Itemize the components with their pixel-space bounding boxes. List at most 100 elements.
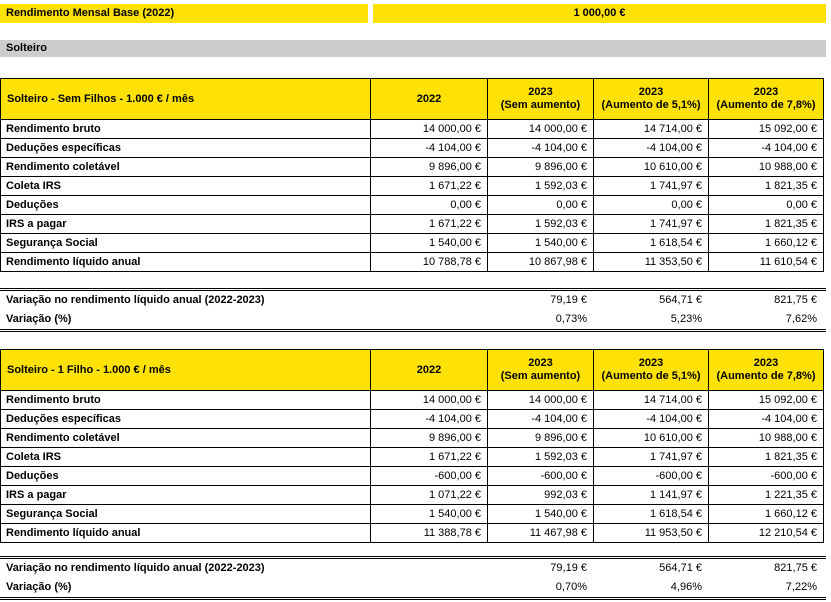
table-row: Rendimento líquido anual 11 388,78 € 11 … bbox=[0, 523, 824, 543]
cell-value: 10 610,00 € bbox=[593, 428, 709, 448]
cell-value: 9 896,00 € bbox=[487, 428, 594, 448]
cell-value: 10 788,78 € bbox=[370, 252, 488, 272]
cell-value: 14 000,00 € bbox=[370, 119, 488, 139]
cell-value: 0,00 € bbox=[370, 195, 488, 215]
cell-value: -4 104,00 € bbox=[370, 138, 488, 158]
base-income-label: Rendimento Mensal Base (2022) bbox=[0, 4, 368, 23]
variation-label: Variação no rendimento líquido anual (20… bbox=[6, 294, 265, 306]
variation-value: 821,75 € bbox=[774, 294, 817, 306]
variation-value: 7,62% bbox=[785, 313, 817, 325]
base-income-value: 1 000,00 € bbox=[373, 4, 826, 23]
cell-value: 992,03 € bbox=[487, 485, 594, 505]
row-label: IRS a pagar bbox=[0, 485, 371, 505]
cell-value: -4 104,00 € bbox=[593, 138, 709, 158]
variation-value: 0,70% bbox=[555, 581, 587, 593]
cell-value: 1 660,12 € bbox=[708, 504, 824, 524]
cell-value: 0,00 € bbox=[708, 195, 824, 215]
cell-value: 11 610,54 € bbox=[708, 252, 824, 272]
cell-value: 14 000,00 € bbox=[487, 119, 594, 139]
cell-value: 1 671,22 € bbox=[370, 176, 488, 196]
cell-value: 1 221,35 € bbox=[708, 485, 824, 505]
row-label: Segurança Social bbox=[0, 504, 371, 524]
base-income-bar: Rendimento Mensal Base (2022) 1 000,00 € bbox=[0, 4, 826, 23]
variation-row: Variação no rendimento líquido anual (20… bbox=[0, 559, 826, 578]
variation-value: 5,23% bbox=[670, 313, 702, 325]
cell-value: 11 353,50 € bbox=[593, 252, 709, 272]
cell-value: -4 104,00 € bbox=[593, 409, 709, 429]
cell-value: 11 953,50 € bbox=[593, 523, 709, 543]
section-label: Solteiro bbox=[6, 42, 47, 54]
cell-value: 10 988,00 € bbox=[708, 428, 824, 448]
cell-value: -4 104,00 € bbox=[487, 409, 594, 429]
table-row: Deduções 0,00 € 0,00 € 0,00 € 0,00 € bbox=[0, 195, 824, 215]
table-row: Deduções específicas -4 104,00 € -4 104,… bbox=[0, 138, 824, 158]
cell-value: 10 867,98 € bbox=[487, 252, 594, 272]
row-label: Rendimento líquido anual bbox=[0, 252, 371, 272]
variation-value: 0,73% bbox=[555, 313, 587, 325]
table-row: Rendimento coletável 9 896,00 € 9 896,00… bbox=[0, 157, 824, 177]
cell-value: 1 592,03 € bbox=[487, 447, 594, 467]
row-label: Coleta IRS bbox=[0, 447, 371, 467]
cell-value: 1 671,22 € bbox=[370, 214, 488, 234]
table-row: Coleta IRS 1 671,22 € 1 592,03 € 1 741,9… bbox=[0, 176, 824, 196]
cell-value: 11 388,78 € bbox=[370, 523, 488, 543]
variation-value: 79,19 € bbox=[550, 294, 587, 306]
cell-value: 1 592,03 € bbox=[487, 214, 594, 234]
table-row: Segurança Social 1 540,00 € 1 540,00 € 1… bbox=[0, 504, 824, 524]
col-header-2022: 2022 bbox=[370, 78, 488, 120]
cell-value: 0,00 € bbox=[593, 195, 709, 215]
cell-value: -600,00 € bbox=[487, 466, 594, 486]
variation-value: 7,22% bbox=[785, 581, 817, 593]
table-row: Rendimento bruto 14 000,00 € 14 000,00 €… bbox=[0, 390, 824, 410]
variation-block-1-filho: Variação no rendimento líquido anual (20… bbox=[0, 556, 826, 600]
col-header-2023-aumento-5-1: 2023 (Aumento de 5,1%) bbox=[593, 349, 709, 391]
variation-value: 564,71 € bbox=[659, 562, 702, 574]
cell-value: 1 821,35 € bbox=[708, 447, 824, 467]
variation-value: 4,96% bbox=[670, 581, 702, 593]
cell-value: 1 540,00 € bbox=[370, 233, 488, 253]
row-label: Rendimento coletável bbox=[0, 157, 371, 177]
row-label: Rendimento bruto bbox=[0, 119, 371, 139]
row-label: Deduções específicas bbox=[0, 138, 371, 158]
table-title: Solteiro - Sem Filhos - 1.000 € / mês bbox=[0, 78, 371, 120]
cell-value: 1 671,22 € bbox=[370, 447, 488, 467]
cell-value: 10 988,00 € bbox=[708, 157, 824, 177]
table-row: IRS a pagar 1 671,22 € 1 592,03 € 1 741,… bbox=[0, 214, 824, 234]
col-header-2023-aumento-7-8: 2023 (Aumento de 7,8%) bbox=[708, 349, 824, 391]
cell-value: -600,00 € bbox=[593, 466, 709, 486]
cell-value: 14 000,00 € bbox=[487, 390, 594, 410]
cell-value: 12 210,54 € bbox=[708, 523, 824, 543]
cell-value: 1 741,97 € bbox=[593, 447, 709, 467]
section-band: Solteiro bbox=[0, 40, 826, 57]
cell-value: 15 092,00 € bbox=[708, 119, 824, 139]
cell-value: -4 104,00 € bbox=[708, 409, 824, 429]
cell-divider bbox=[368, 4, 373, 23]
cell-value: 15 092,00 € bbox=[708, 390, 824, 410]
variation-value: 79,19 € bbox=[550, 562, 587, 574]
table-row: Deduções específicas -4 104,00 € -4 104,… bbox=[0, 409, 824, 429]
cell-value: 1 071,22 € bbox=[370, 485, 488, 505]
row-label: Rendimento bruto bbox=[0, 390, 371, 410]
variation-row: Variação (%) 0,70% 4,96% 7,22% bbox=[0, 578, 826, 597]
table-row: Coleta IRS 1 671,22 € 1 592,03 € 1 741,9… bbox=[0, 447, 824, 467]
cell-value: 1 618,54 € bbox=[593, 504, 709, 524]
table-row: IRS a pagar 1 071,22 € 992,03 € 1 141,97… bbox=[0, 485, 824, 505]
col-header-2023-aumento-7-8: 2023 (Aumento de 7,8%) bbox=[708, 78, 824, 120]
row-label: Deduções bbox=[0, 466, 371, 486]
cell-value: 9 896,00 € bbox=[370, 157, 488, 177]
variation-label: Variação (%) bbox=[6, 581, 72, 593]
row-label: Rendimento coletável bbox=[0, 428, 371, 448]
cell-value: 1 821,35 € bbox=[708, 176, 824, 196]
variation-label: Variação no rendimento líquido anual (20… bbox=[6, 562, 265, 574]
row-label: Deduções bbox=[0, 195, 371, 215]
variation-block-sem-filhos: Variação no rendimento líquido anual (20… bbox=[0, 288, 826, 332]
cell-value: 1 141,97 € bbox=[593, 485, 709, 505]
row-label: Segurança Social bbox=[0, 233, 371, 253]
table-title: Solteiro - 1 Filho - 1.000 € / mês bbox=[0, 349, 371, 391]
table-sem-filhos: Solteiro - Sem Filhos - 1.000 € / mês 20… bbox=[0, 78, 824, 272]
cell-value: 1 540,00 € bbox=[370, 504, 488, 524]
table-row: Rendimento coletável 9 896,00 € 9 896,00… bbox=[0, 428, 824, 448]
cell-value: 9 896,00 € bbox=[370, 428, 488, 448]
variation-row: Variação (%) 0,73% 5,23% 7,62% bbox=[0, 310, 826, 329]
